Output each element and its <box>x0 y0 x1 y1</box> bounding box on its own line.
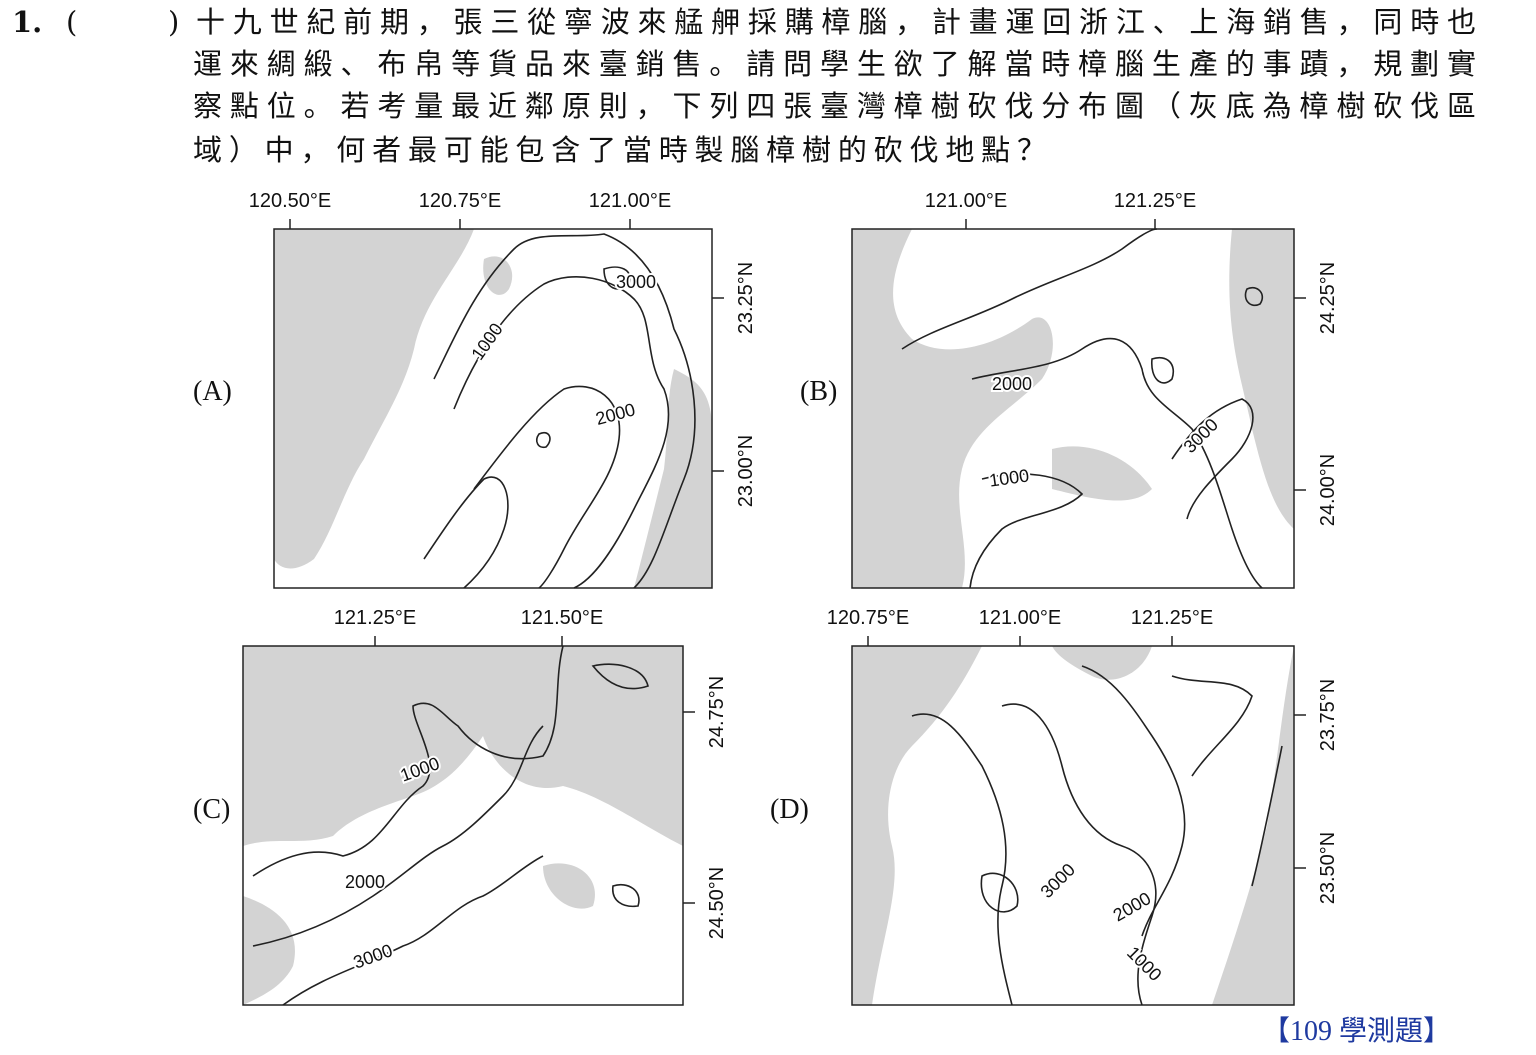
lat-tick-label: 23.00°N <box>735 435 757 508</box>
lon-tick-label: 120.75°E <box>827 607 910 629</box>
question-line: 十九世紀前期，張三從寧波來艋舺採購樟腦，計畫運回浙江、上海銷售，同時也 <box>196 5 1476 39</box>
lat-tick-label: 24.75°N <box>706 676 728 749</box>
lon-tick-label: 121.00°E <box>979 607 1062 629</box>
contour-label: 2000 <box>1110 888 1155 925</box>
map-label: (B) <box>800 376 837 407</box>
map-a <box>274 229 712 589</box>
map-c <box>243 645 683 1006</box>
map-frame <box>851 645 1295 1006</box>
contour-label: 2000 <box>992 374 1032 394</box>
map-label: (C) <box>193 794 230 825</box>
map-label: (D) <box>770 794 809 825</box>
lon-tick-label: 120.75°E <box>419 190 502 212</box>
lon-tick-label: 120.50°E <box>249 190 332 212</box>
lon-tick-label: 121.25°E <box>334 607 417 629</box>
map-label: (A) <box>193 376 232 407</box>
lat-tick-label: 23.25°N <box>735 262 757 335</box>
lat-tick-label: 24.25°N <box>1317 262 1339 335</box>
lon-tick-label: 121.25°E <box>1114 190 1197 212</box>
contour-label: 1000 <box>467 319 506 363</box>
contour-label: 3000 <box>616 272 656 292</box>
source: 【109 學測題】 <box>1262 1015 1451 1047</box>
contour-label: 3000 <box>1037 860 1079 902</box>
contour-label: 1000 <box>1123 943 1165 985</box>
lon-tick-label: 121.50°E <box>521 607 604 629</box>
map-frame <box>242 645 684 1006</box>
question-line: 察點位。若考量最近鄰原則，下列四張臺灣樟樹砍伐分布圖（灰底為樟樹砍伐區 <box>193 89 1476 123</box>
contour-label: 3000 <box>351 940 395 972</box>
paren-open: ( <box>66 5 77 39</box>
contour-label: 3000 <box>1180 415 1222 457</box>
contour-label: 2000 <box>345 872 385 892</box>
contour-label: 1000 <box>988 465 1030 490</box>
lon-tick-label: 121.00°E <box>589 190 672 212</box>
lat-tick-label: 23.50°N <box>1317 832 1339 905</box>
lat-tick-label: 24.00°N <box>1317 454 1339 527</box>
map-frame <box>273 228 713 589</box>
question-line: 運來綢緞、布帛等貨品來臺銷售。請問學生欲了解當時樟腦生產的事蹟，規劃實 <box>193 47 1476 81</box>
lon-tick-label: 121.00°E <box>925 190 1008 212</box>
question-line: 域）中，何者最可能包含了當時製腦樟樹的砍伐地點？ <box>193 133 1046 167</box>
map-d <box>852 646 1294 1006</box>
map-b <box>852 228 1294 589</box>
map-frame <box>851 228 1295 589</box>
question-number: 1. <box>12 5 42 39</box>
lat-tick-label: 24.50°N <box>706 867 728 940</box>
lat-tick-label: 23.75°N <box>1317 679 1339 752</box>
contour-label: 2000 <box>594 399 638 429</box>
paren-close: ) <box>168 5 179 39</box>
lon-tick-label: 121.25°E <box>1131 607 1214 629</box>
